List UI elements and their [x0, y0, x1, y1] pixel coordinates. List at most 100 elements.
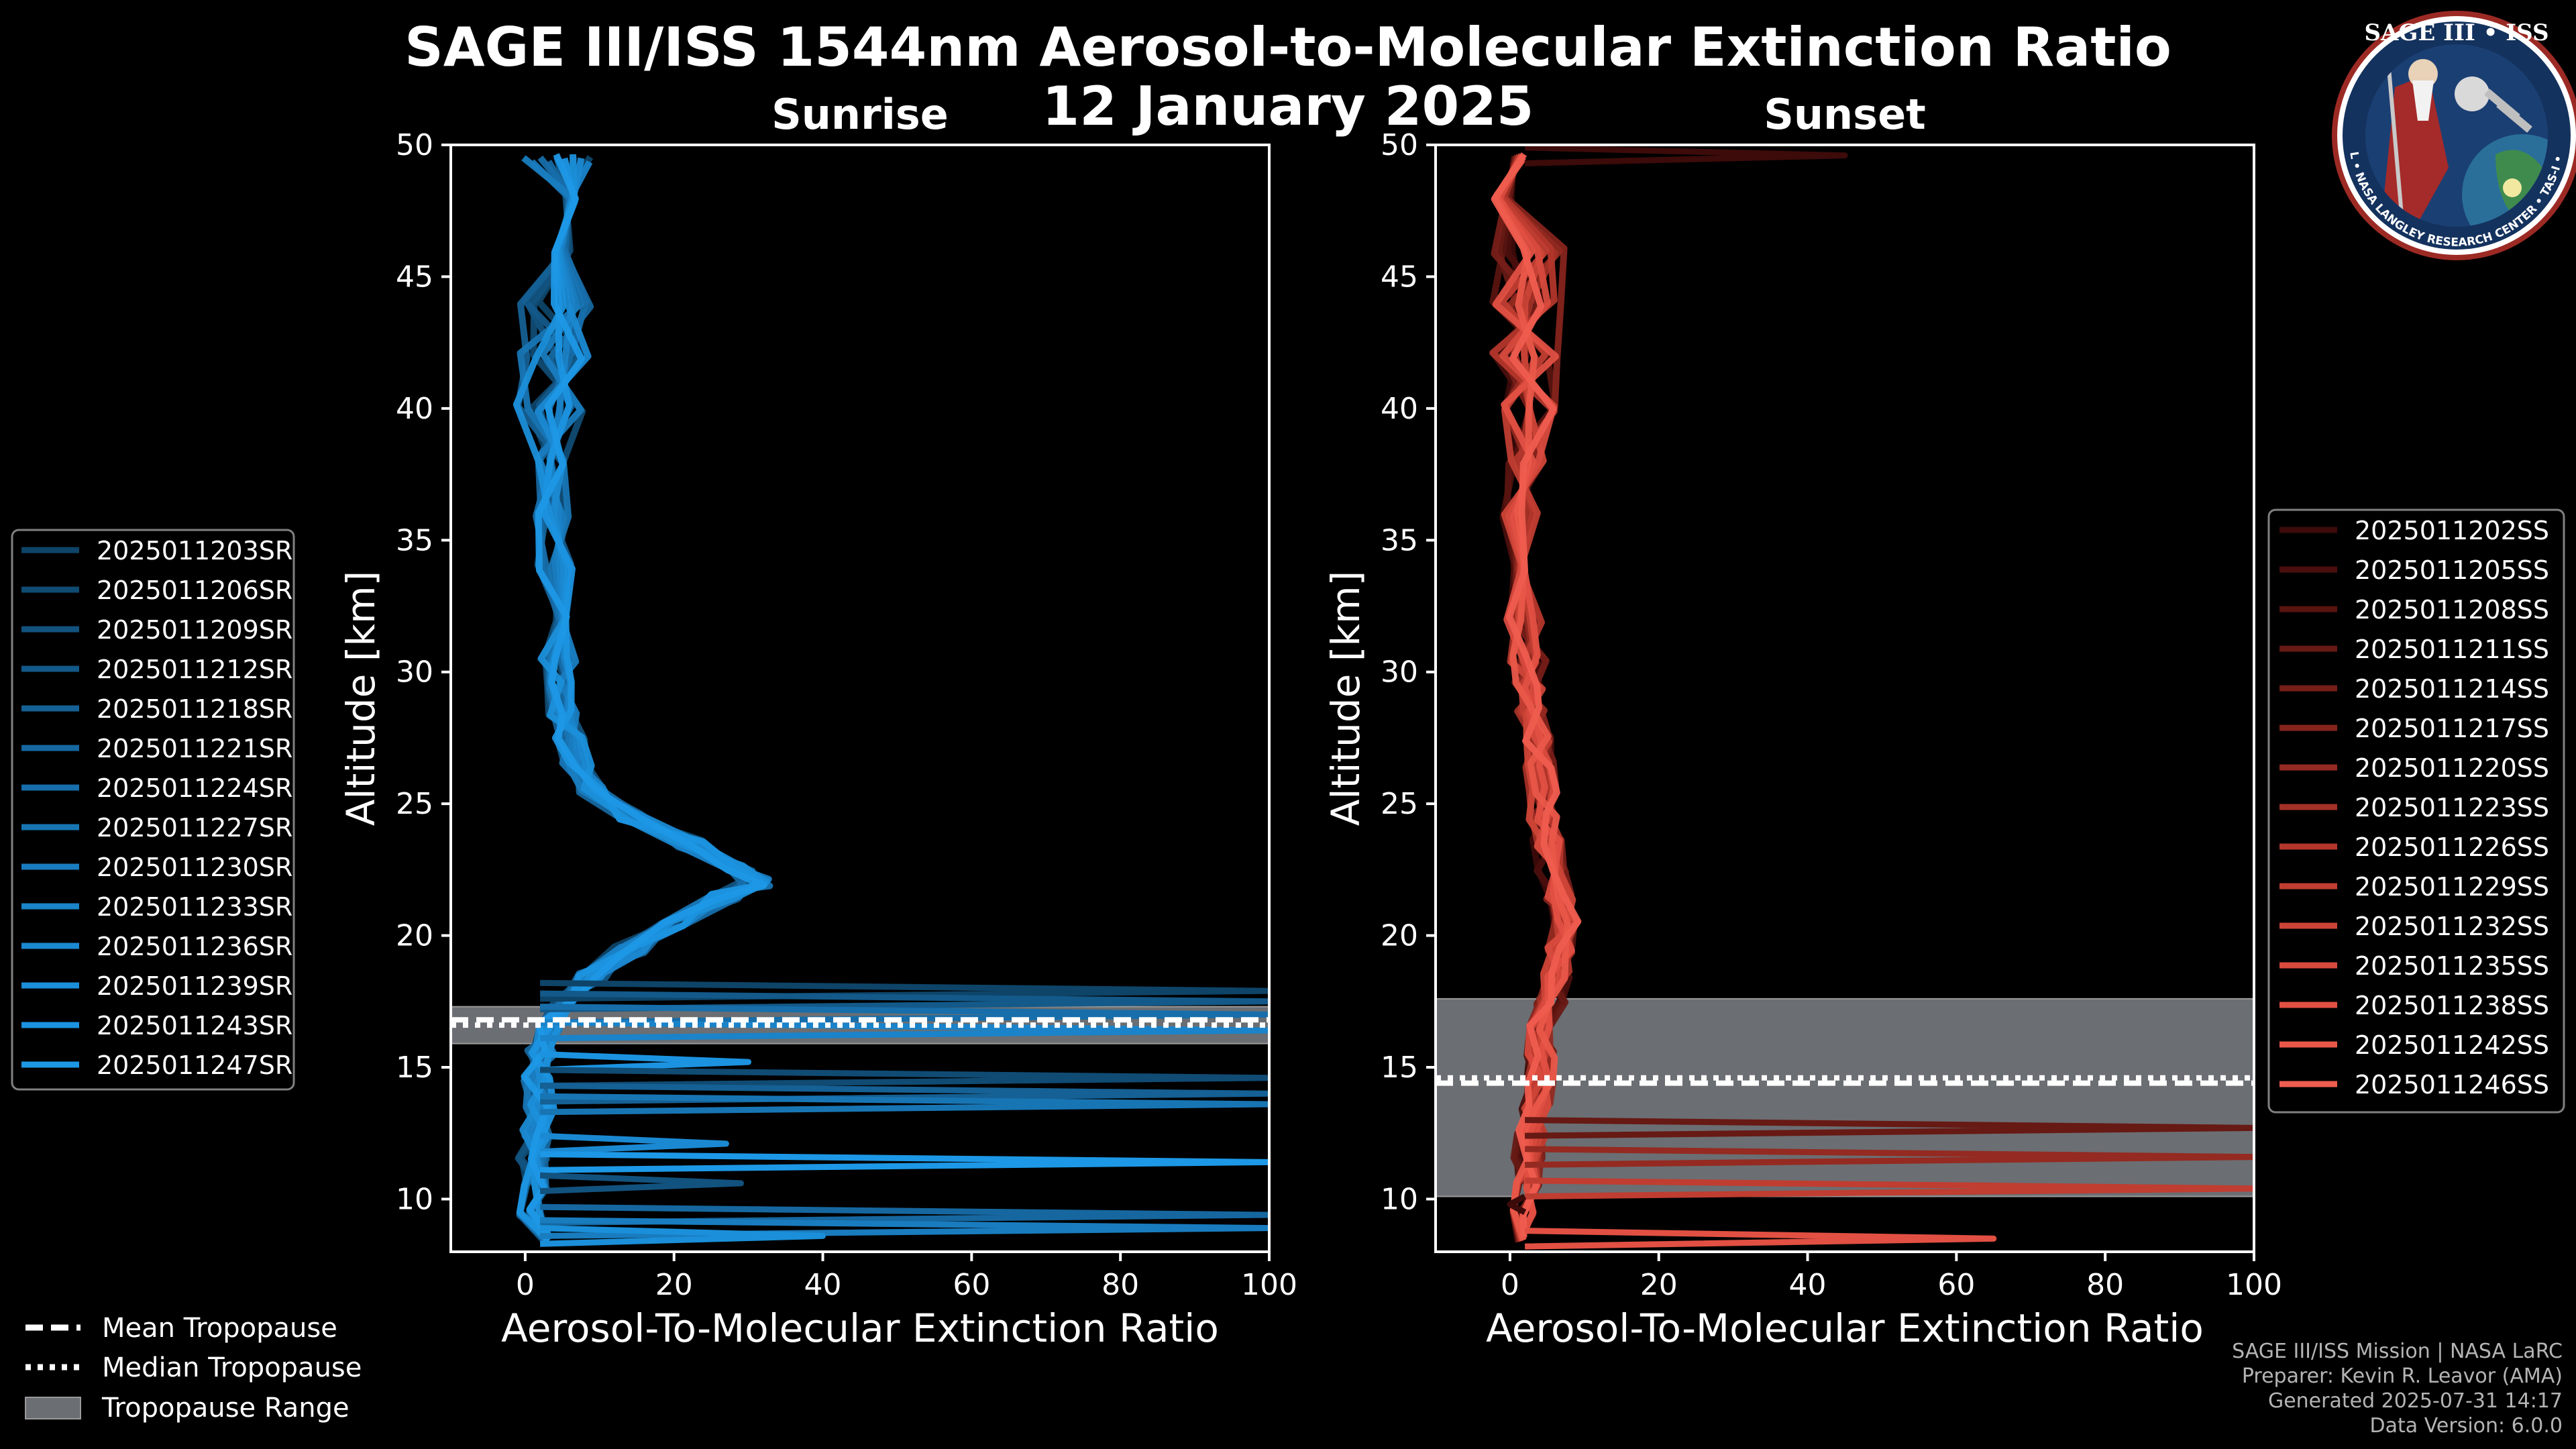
legend-label-2025011236SR: 2025011236SR — [97, 932, 292, 961]
legend-label-2025011247SR: 2025011247SR — [97, 1051, 292, 1080]
spike-49.6km — [1524, 145, 1848, 166]
footer-credits: SAGE III/ISS Mission | NASA LaRC Prepare… — [2232, 1339, 2563, 1438]
tropopause-legend: Mean Tropopause Median Tropopause Tropop… — [25, 1313, 362, 1424]
x-tick-label: 0 — [516, 1268, 535, 1302]
tropopause-range-swatch — [25, 1397, 81, 1419]
spike-12.7km — [1525, 1117, 2254, 1139]
spike-10.6km — [539, 1172, 744, 1195]
legend-label-2025011208SS: 2025011208SS — [2355, 595, 2549, 625]
y-tick-label: 25 — [1381, 787, 1418, 821]
y-tick-label: 50 — [396, 128, 433, 162]
legend-label-2025011233SR: 2025011233SR — [97, 892, 292, 922]
x-tick-label: 100 — [1241, 1268, 1297, 1302]
x-tick-label: 60 — [953, 1268, 990, 1302]
legend-label-2025011214SS: 2025011214SS — [2355, 674, 2549, 704]
legend-label-2025011212SR: 2025011212SR — [97, 655, 292, 684]
footer-generated: Generated 2025-07-31 14:17 — [2267, 1389, 2563, 1413]
legend-label-2025011223SS: 2025011223SS — [2355, 793, 2549, 822]
spike-10.4km — [1525, 1177, 2254, 1199]
y-tick-label: 25 — [396, 787, 433, 821]
legend-label-2025011227SR: 2025011227SR — [97, 813, 292, 843]
legend-label-2025011246SS: 2025011246SS — [2355, 1070, 2549, 1099]
mean-tropopause-label: Mean Tropopause — [102, 1313, 337, 1344]
legend-label-2025011232SS: 2025011232SS — [2355, 912, 2549, 941]
legend-label-2025011202SS: 2025011202SS — [2355, 516, 2549, 545]
y-tick-label: 45 — [396, 260, 433, 294]
y-tick-label: 30 — [1381, 655, 1418, 690]
footer-preparer: Preparer: Kevin R. Leavor (AMA) — [2241, 1364, 2563, 1388]
chart-date: 12 January 2025 — [1042, 75, 1534, 138]
spike-9.8km — [1507, 1193, 1527, 1216]
sunset-series-lines — [1489, 145, 2254, 1250]
y-tick-label: 35 — [396, 523, 433, 557]
sunrise-legend-box — [11, 529, 295, 1091]
y-tick-label: 15 — [396, 1051, 433, 1085]
x-tick-label: 80 — [1102, 1268, 1139, 1302]
y-tick-label: 50 — [1381, 128, 1418, 162]
legend-label-2025011218SR: 2025011218SR — [97, 694, 292, 724]
y-tick-label: 40 — [1381, 392, 1418, 426]
legend-label-2025011209SR: 2025011209SR — [97, 615, 292, 645]
x-tick-label: 0 — [1501, 1268, 1519, 1302]
legend-label-2025011221SR: 2025011221SR — [97, 734, 292, 763]
x-tick-label: 80 — [2086, 1268, 2124, 1302]
median-tropopause-label: Median Tropopause — [102, 1352, 362, 1383]
x-tick-label: 40 — [1789, 1268, 1827, 1302]
legend-label-2025011211SS: 2025011211SS — [2355, 635, 2549, 664]
legend-label-2025011239SR: 2025011239SR — [97, 971, 292, 1001]
y-tick-label: 20 — [1381, 919, 1418, 953]
series-line-2025011246SS — [1491, 152, 1582, 1238]
sunset-x-axis-label: Aerosol-To-Molecular Extinction Ratio — [1486, 1305, 2204, 1351]
sunrise-legend: 2025011203SR 2025011206SR 2025011209SR 2025… — [11, 529, 295, 1091]
sunset-panel: 0 20 40 60 80 100 10 15 20 25 30 35 40 45 50 Sunset Ae… — [1323, 90, 2282, 1351]
spike-16.4km — [540, 1019, 1269, 1042]
x-tick-label: 20 — [655, 1268, 693, 1302]
x-tick-label: 40 — [804, 1268, 842, 1302]
chart-title: SAGE III/ISS 1544nm Aerosol-to-Molecular… — [405, 16, 2171, 78]
sunrise-axis-ticks: 0 20 40 60 80 100 10 15 20 25 30 35 40 45 50 — [396, 128, 1297, 1302]
legend-label-2025011226SS: 2025011226SS — [2355, 833, 2549, 862]
spike-11.6km — [1525, 1146, 2254, 1168]
footer-version: Data Version: 6.0.0 — [2369, 1414, 2563, 1438]
legend-label-2025011242SS: 2025011242SS — [2355, 1030, 2549, 1060]
tropopause-range-label: Tropopause Range — [101, 1393, 350, 1424]
y-tick-label: 30 — [396, 655, 433, 690]
sunrise-plot-frame — [449, 144, 1271, 1253]
legend-label-2025011230SR: 2025011230SR — [97, 853, 292, 882]
sunset-tropopause-lines — [1436, 1075, 2254, 1086]
y-tick-label: 35 — [1381, 523, 1418, 557]
sunset-panel-title: Sunset — [1764, 90, 1926, 139]
legend-label-2025011205SS: 2025011205SS — [2355, 555, 2549, 585]
sunrise-panel-title: Sunrise — [771, 90, 949, 139]
y-tick-label: 15 — [1381, 1051, 1418, 1085]
sunset-plot-frame — [1434, 144, 2255, 1253]
legend-label-2025011229SS: 2025011229SS — [2355, 872, 2549, 902]
series-line-2025011247SR — [521, 153, 767, 1240]
legend-label-2025011243SR: 2025011243SR — [97, 1011, 292, 1040]
y-tick-label: 40 — [396, 392, 433, 426]
y-tick-label: 20 — [396, 919, 433, 953]
spike-8.5km — [1525, 1228, 1997, 1250]
y-tick-label: 10 — [1381, 1182, 1418, 1216]
sunrise-series-lines — [513, 153, 1269, 1247]
spike-8.6km — [539, 1225, 826, 1247]
sunrise-tropopause-lines — [451, 1017, 1269, 1028]
sunrise-y-axis-label: Altitude [km] — [338, 571, 384, 826]
spike-15.2km — [539, 1051, 752, 1073]
legend-label-2025011206SR: 2025011206SR — [97, 576, 292, 605]
x-tick-label: 20 — [1640, 1268, 1678, 1302]
spike-12.1km — [539, 1132, 729, 1155]
y-tick-label: 10 — [396, 1182, 433, 1216]
legend-label-2025011238SS: 2025011238SS — [2355, 991, 2549, 1020]
legend-label-2025011235SS: 2025011235SS — [2355, 951, 2549, 981]
footer-mission: SAGE III/ISS Mission | NASA LaRC — [2232, 1340, 2563, 1363]
spike-13.6km — [540, 1093, 1269, 1116]
sunrise-x-axis-label: Aerosol-To-Molecular Extinction Ratio — [501, 1305, 1219, 1351]
spike-14.6km — [540, 1067, 1269, 1089]
sunset-legend-box — [2267, 508, 2565, 1114]
legend-label-2025011224SR: 2025011224SR — [97, 773, 292, 803]
legend-label-2025011203SR: 2025011203SR — [97, 536, 292, 566]
sunset-axis-ticks: 0 20 40 60 80 100 10 15 20 25 30 35 40 45 50 — [1381, 128, 2282, 1302]
logo-title: SAGE III • ISS — [2364, 19, 2548, 46]
